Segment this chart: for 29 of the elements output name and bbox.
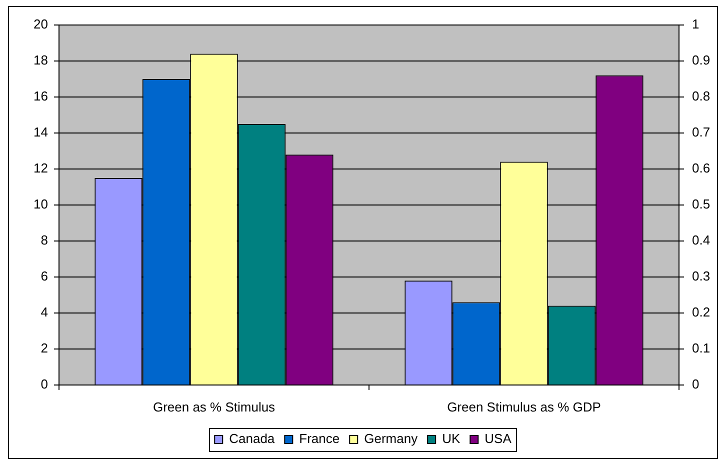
x-tick-label: Green as % Stimulus xyxy=(152,399,276,414)
x-tick-label: Green Stimulus as % GDP xyxy=(447,399,601,414)
y2-tick-label: 0.7 xyxy=(692,124,710,140)
y-tick-label: 18 xyxy=(34,52,48,68)
y2-tick-label: 0.3 xyxy=(692,268,710,284)
y-tick-label: 4 xyxy=(40,304,48,320)
y2-tick-label: 1 xyxy=(692,16,700,32)
y-tick-label: 14 xyxy=(34,124,48,140)
legend-label: USA xyxy=(484,431,512,446)
y-tick-label: 6 xyxy=(40,268,48,284)
y-tick-label: 8 xyxy=(40,232,48,248)
y2-tick-label: 0.1 xyxy=(692,340,710,356)
legend-label: UK xyxy=(442,431,460,446)
y2-tick-label: 0.5 xyxy=(692,196,710,212)
y2-tick-label: 0 xyxy=(692,376,700,392)
legend-label: Canada xyxy=(229,431,276,446)
y2-tick-label: 0.9 xyxy=(692,52,710,68)
y-tick-label: 10 xyxy=(34,196,48,212)
legend-label: Germany xyxy=(364,431,418,446)
y2-tick-label: 0.2 xyxy=(692,304,710,320)
y2-tick-label: 0.4 xyxy=(692,232,710,248)
y-tick-label: 2 xyxy=(40,340,48,356)
y-tick-label: 16 xyxy=(34,88,48,104)
y2-tick-label: 0.6 xyxy=(692,160,710,176)
y-tick-label: 0 xyxy=(40,376,48,392)
legend-label: France xyxy=(299,431,340,446)
y-tick-label: 12 xyxy=(34,160,48,176)
y2-tick-label: 0.8 xyxy=(692,88,710,104)
y-tick-label: 20 xyxy=(34,16,48,32)
